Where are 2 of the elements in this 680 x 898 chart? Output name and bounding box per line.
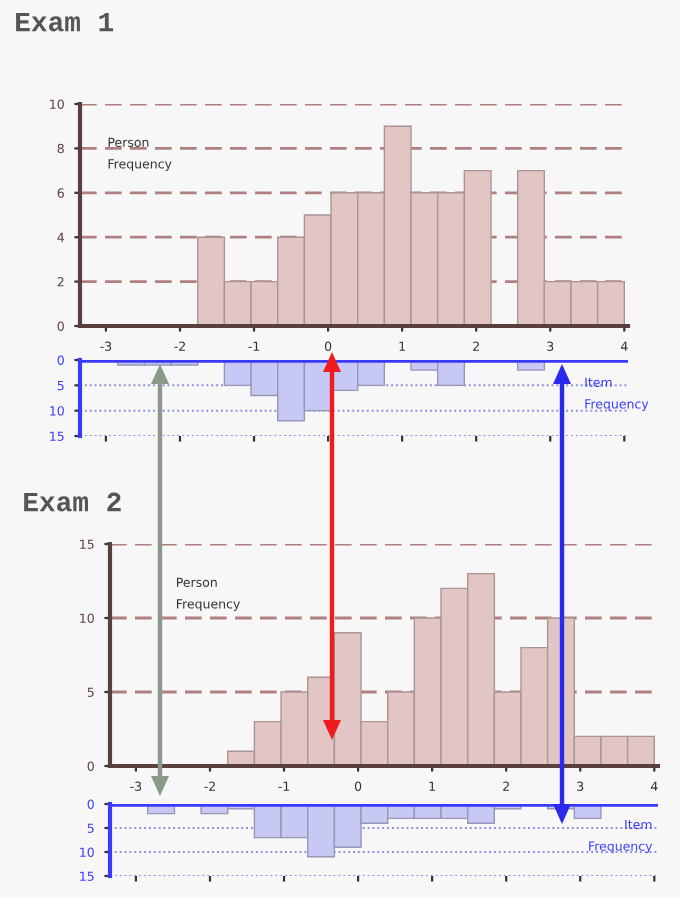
chart-title: Exam 2 [24, 492, 121, 512]
chart-title: Exam 1 [16, 12, 114, 32]
